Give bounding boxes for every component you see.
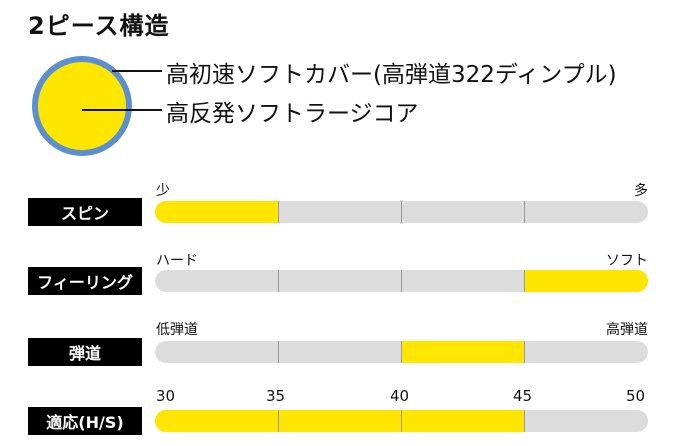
hs-scale-45: 45	[513, 387, 533, 405]
trajectory-bar-fill	[402, 341, 524, 363]
trajectory-tick	[278, 341, 279, 363]
feeling-tick	[524, 270, 525, 292]
spin-bar-fill	[155, 201, 278, 223]
hs-scale-40: 40	[390, 387, 410, 405]
hs-scale-30: 30	[156, 387, 176, 405]
spin-low-label: 少	[156, 183, 170, 199]
core-leader-line	[82, 109, 162, 111]
head-speed-tick	[524, 410, 525, 432]
head-speed-bar-fill	[155, 410, 524, 432]
head-speed-label: 適応(H/S)	[28, 407, 142, 435]
feeling-hard-label: ハード	[156, 253, 198, 269]
golf-ball-cross-section-icon	[32, 56, 132, 156]
spin-high-label: 多	[634, 183, 648, 199]
trajectory-high-label: 高弾道	[606, 322, 648, 338]
head-speed-bar	[155, 410, 648, 432]
head-speed-tick	[401, 410, 402, 432]
trajectory-tick	[524, 341, 525, 363]
page-title: 2ピース構造	[28, 12, 170, 40]
hs-scale-35: 35	[266, 387, 286, 405]
trajectory-low-label: 低弾道	[156, 322, 198, 338]
ball-core	[38, 62, 126, 150]
spin-tick	[278, 201, 279, 223]
feeling-bar	[155, 270, 648, 292]
spin-bar	[155, 201, 648, 223]
cover-leader-line	[112, 70, 162, 72]
trajectory-tick	[401, 341, 402, 363]
trajectory-bar	[155, 341, 648, 363]
feeling-label: フィーリング	[28, 267, 142, 295]
feeling-bar-fill	[525, 270, 648, 292]
spin-tick	[524, 201, 525, 223]
core-callout: 高反発ソフトラージコア	[166, 101, 419, 127]
feeling-soft-label: ソフト	[606, 253, 648, 269]
spin-label: スピン	[28, 198, 142, 226]
trajectory-label: 弾道	[28, 338, 142, 366]
spin-tick	[401, 201, 402, 223]
feeling-tick	[401, 270, 402, 292]
feeling-tick	[278, 270, 279, 292]
hs-scale-50: 50	[626, 387, 646, 405]
cover-callout: 高初速ソフトカバー(高弾道322ディンプル)	[166, 62, 617, 88]
head-speed-tick	[278, 410, 279, 432]
